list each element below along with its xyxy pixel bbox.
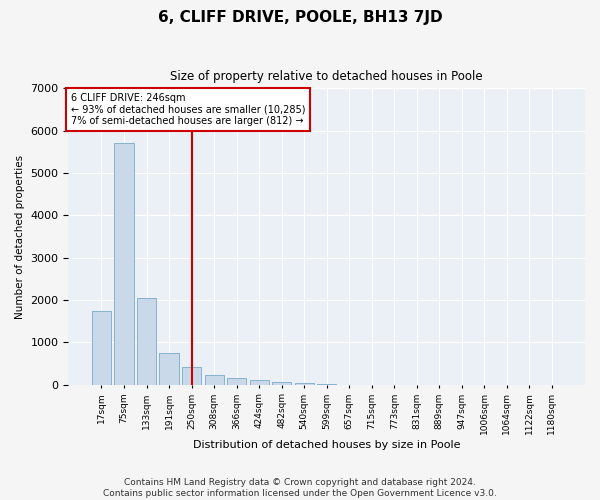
Bar: [182, 367, 201, 384]
Bar: [115, 144, 134, 384]
Title: Size of property relative to detached houses in Poole: Size of property relative to detached ho…: [170, 70, 483, 83]
Bar: [205, 375, 224, 384]
Bar: [227, 378, 246, 384]
Text: 6, CLIFF DRIVE, POOLE, BH13 7JD: 6, CLIFF DRIVE, POOLE, BH13 7JD: [158, 10, 442, 25]
Y-axis label: Number of detached properties: Number of detached properties: [15, 154, 25, 318]
Text: 6 CLIFF DRIVE: 246sqm
← 93% of detached houses are smaller (10,285)
7% of semi-d: 6 CLIFF DRIVE: 246sqm ← 93% of detached …: [71, 93, 305, 126]
Bar: [160, 353, 179, 384]
Bar: [250, 380, 269, 384]
X-axis label: Distribution of detached houses by size in Poole: Distribution of detached houses by size …: [193, 440, 460, 450]
Text: Contains HM Land Registry data © Crown copyright and database right 2024.
Contai: Contains HM Land Registry data © Crown c…: [103, 478, 497, 498]
Bar: [92, 310, 111, 384]
Bar: [272, 382, 291, 384]
Bar: [137, 298, 156, 384]
